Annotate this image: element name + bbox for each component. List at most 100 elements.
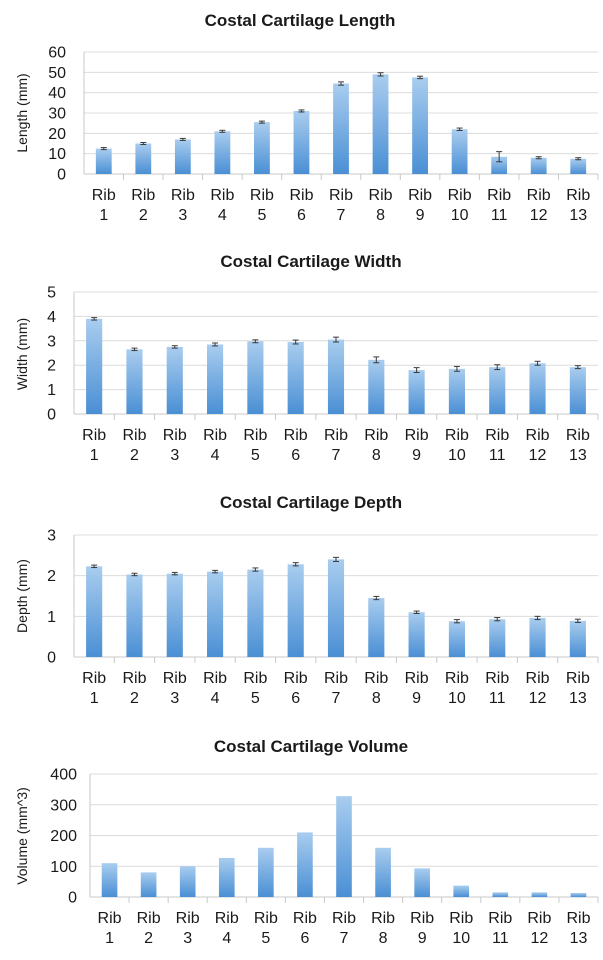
width-chart: Costal Cartilage Width Width (mm) 012345… <box>14 252 599 464</box>
x-tick-label: 1 <box>90 447 99 464</box>
x-tick-labels: Rib 1 Rib 2 Rib 3 Rib 4 Rib 5 Rib 6 Rib 7 Rib 8 Rib 9 Rib 1… <box>92 187 591 224</box>
x-tick-label: 13 <box>569 690 587 707</box>
x-tick-label: Rib <box>448 187 472 204</box>
x-tick-label: 11 <box>489 690 506 707</box>
y-tick-label: 60 <box>48 45 66 62</box>
x-tick-label: Rib <box>82 427 106 444</box>
y-tick-labels: 0 100 200 300 400 <box>50 767 77 907</box>
x-tick-label: 8 <box>376 207 385 224</box>
bar <box>126 349 143 414</box>
x-tick-labels: Rib 1 Rib 2 Rib 3 Rib 4 Rib 5 Rib 6 Rib 7 Rib 8 Rib 9 Rib 1… <box>98 910 591 947</box>
bar <box>327 559 345 657</box>
bar <box>166 346 183 414</box>
x-tick-marks <box>113 657 599 663</box>
x-tick-label: 8 <box>379 930 388 947</box>
x-tick-label: Rib <box>137 910 161 927</box>
x-tick-label: Rib <box>445 670 469 687</box>
x-tick-label: Rib <box>284 427 308 444</box>
x-tick-label: Rib <box>332 910 356 927</box>
x-tick-label: Rib <box>485 670 509 687</box>
bar <box>95 148 112 174</box>
bar <box>529 617 546 657</box>
y-tick-label: 400 <box>50 767 77 784</box>
x-tick-label: Rib <box>82 670 106 687</box>
x-tick-label: Rib <box>98 910 122 927</box>
chart-title: Costal Cartilage Depth <box>220 493 402 512</box>
bar <box>327 339 345 414</box>
x-tick-label: Rib <box>566 670 590 687</box>
bar <box>368 598 385 657</box>
x-tick-label: 6 <box>291 447 300 464</box>
x-tick-label: 1 <box>90 690 99 707</box>
bars <box>86 318 586 414</box>
volume-chart: Costal Cartilage Volume Volume (mm^3) 0 1… <box>14 737 599 947</box>
y-tick-label: 200 <box>50 828 77 845</box>
x-tick-label: Rib <box>122 427 146 444</box>
x-tick-label: 4 <box>211 447 220 464</box>
x-tick-label: Rib <box>369 187 393 204</box>
bars <box>86 559 586 657</box>
x-tick-labels: Rib 1 Rib 2 Rib 3 Rib 4 Rib 5 Rib 6 Rib 7 Rib 8 Rib 9 Rib 1… <box>82 427 590 464</box>
x-tick-label: Rib <box>293 910 317 927</box>
x-tick-label: Rib <box>92 187 116 204</box>
bar <box>451 129 468 174</box>
x-tick-label: Rib <box>445 427 469 444</box>
x-tick-labels: Rib 1 Rib 2 Rib 3 Rib 4 Rib 5 Rib 6 Rib 7 Rib 8 Rib 9 Rib 1… <box>82 670 590 707</box>
x-tick-label: Rib <box>566 187 590 204</box>
x-tick-label: 6 <box>300 930 309 947</box>
chart-title: Costal Cartilage Length <box>205 11 396 30</box>
bar <box>140 872 157 897</box>
bar <box>86 318 103 414</box>
x-tick-label: Rib <box>485 427 509 444</box>
bar <box>254 122 270 174</box>
x-tick-label: 4 <box>222 930 231 947</box>
error-bars <box>91 556 581 624</box>
x-tick-label: Rib <box>289 187 313 204</box>
x-tick-label: 12 <box>530 207 548 224</box>
y-tick-label: 0 <box>68 890 77 907</box>
x-tick-label: 12 <box>529 690 547 707</box>
bar <box>214 131 231 174</box>
bar <box>207 571 224 657</box>
bar <box>258 847 274 897</box>
bar <box>414 868 430 897</box>
x-tick-label: Rib <box>566 910 590 927</box>
x-tick-marks <box>128 897 599 903</box>
x-tick-label: Rib <box>487 187 511 204</box>
x-tick-label: Rib <box>527 910 551 927</box>
bar <box>336 796 352 897</box>
x-tick-label: 5 <box>257 207 266 224</box>
x-tick-label: 3 <box>170 447 179 464</box>
x-tick-label: Rib <box>410 910 434 927</box>
y-tick-label: 2 <box>47 358 56 375</box>
x-tick-label: 2 <box>130 690 139 707</box>
x-tick-label: 12 <box>530 930 548 947</box>
bar <box>569 620 586 657</box>
x-tick-marks <box>123 174 599 180</box>
x-tick-label: Rib <box>364 670 388 687</box>
x-tick-label: 8 <box>372 690 381 707</box>
bar <box>174 139 191 174</box>
bar <box>287 342 304 414</box>
y-tick-labels: 0 10 20 30 40 50 60 <box>48 45 66 184</box>
x-tick-label: Rib <box>364 427 388 444</box>
bar <box>408 612 425 657</box>
x-tick-label: 3 <box>178 207 187 224</box>
x-tick-label: 8 <box>372 447 381 464</box>
x-tick-label: 10 <box>452 930 470 947</box>
x-tick-label: Rib <box>329 187 353 204</box>
bar <box>408 370 425 414</box>
bar <box>293 110 310 174</box>
x-tick-label: Rib <box>527 187 551 204</box>
x-tick-label: Rib <box>449 910 473 927</box>
bar <box>570 893 587 897</box>
x-tick-label: 3 <box>183 930 192 947</box>
x-tick-label: Rib <box>405 670 429 687</box>
bar <box>372 74 389 174</box>
x-tick-label: 9 <box>412 447 421 464</box>
x-tick-label: 12 <box>529 447 547 464</box>
y-tick-label: 20 <box>48 126 66 143</box>
x-tick-label: 5 <box>251 447 260 464</box>
x-tick-label: Rib <box>408 187 432 204</box>
